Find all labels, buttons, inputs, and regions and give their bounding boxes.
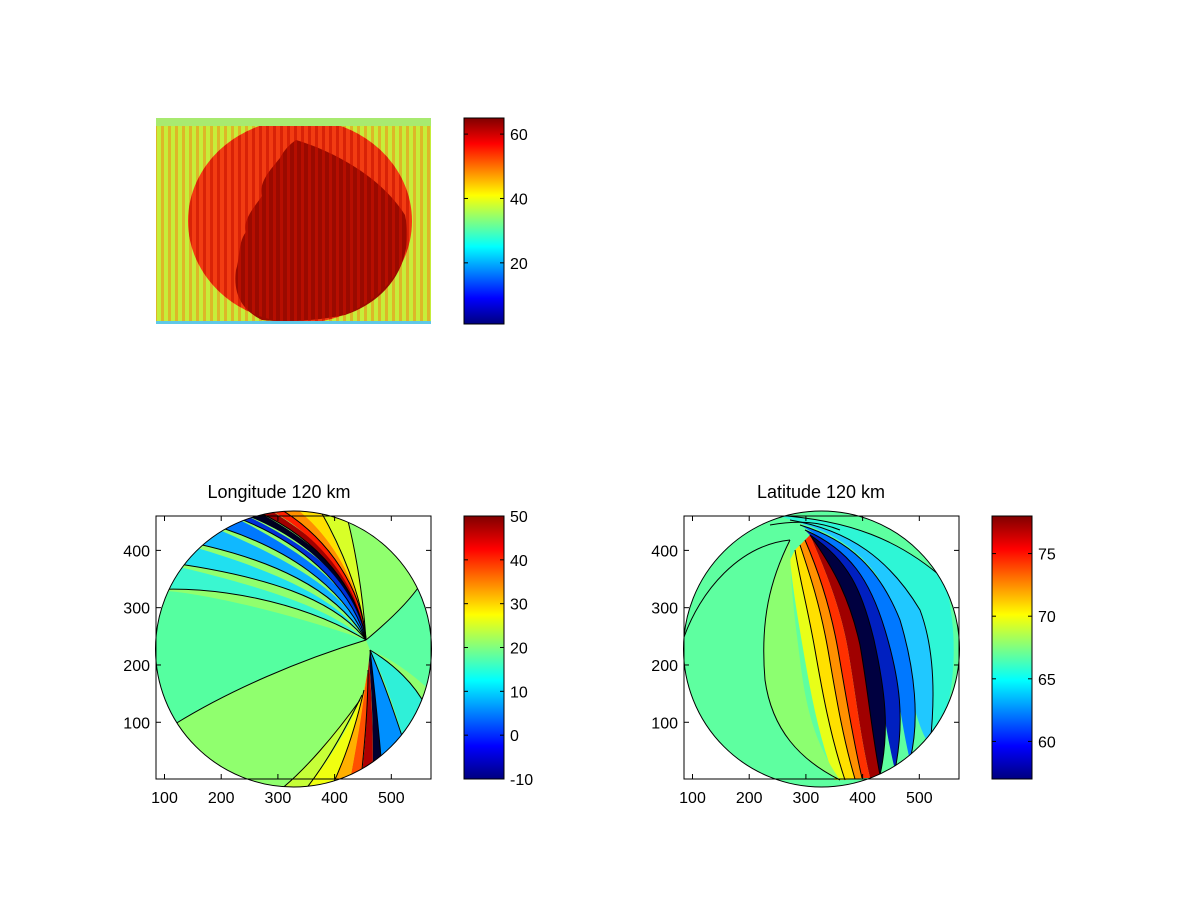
colorbar-tick-label: 75 (1038, 547, 1056, 564)
y-tick-label: 300 (651, 601, 678, 618)
longitude-field (155, 511, 432, 787)
colorbar-1 (464, 118, 504, 324)
x-tick-label: 500 (378, 790, 405, 807)
lat-ridge-4 (795, 545, 855, 780)
lat-band-outer-right (775, 515, 954, 745)
image-bottom-row (156, 321, 431, 324)
image-top-row (156, 118, 431, 126)
lat-band-cool-3 (805, 530, 901, 770)
lon-band-1 (155, 560, 366, 640)
lon-band-2 (155, 535, 366, 640)
longitude-title: Longitude 120 km (207, 482, 350, 502)
y-tick-label: 400 (123, 543, 150, 560)
colorbar-tick-label: 20 (510, 641, 528, 658)
x-tick-label: 200 (736, 790, 763, 807)
colorbar-3-ticks: 60 65 70 75 (992, 547, 1056, 751)
x-tick-label: 200 (208, 790, 235, 807)
lat-axes-box (683, 515, 960, 780)
x-tick-label: 400 (849, 790, 876, 807)
colorbar-tick-label: 0 (510, 728, 519, 745)
colorbar-tick-label: -10 (510, 772, 533, 789)
y-tick-label: 100 (651, 715, 678, 732)
colorbar-1-ticks: 20 40 60 (464, 127, 528, 273)
image-disk-stripes (188, 119, 412, 323)
y-tick-label: 100 (123, 715, 150, 732)
x-tick-label: 300 (265, 790, 292, 807)
lon-band-low-1 (360, 660, 373, 787)
lat-ridge-2 (805, 535, 870, 778)
x-tick-label: 400 (321, 790, 348, 807)
lon-region-left (155, 590, 366, 724)
y-tick-label: 300 (123, 601, 150, 618)
lon-band-low-2 (348, 670, 368, 787)
lat-ridge-3 (800, 540, 862, 779)
lat-band-cool-1 (790, 520, 933, 745)
colorbar-3 (992, 516, 1032, 779)
x-tick-label: 100 (679, 790, 706, 807)
colorbar-tick-label: 70 (1038, 609, 1056, 626)
colorbar-tick-label: 65 (1038, 672, 1056, 689)
lon-band-warm-4 (298, 511, 366, 640)
lon-axes-box (155, 515, 432, 780)
lat-axis-ticks: 100 200 300 400 500 100 200 300 400 (651, 516, 959, 807)
colorbar-tick-label: 60 (510, 127, 528, 144)
image-panel: 20 40 60 (156, 117, 528, 325)
colorbar-tick-label: 60 (1038, 734, 1056, 751)
lon-band-r-min (369, 650, 384, 787)
lon-axis-ticks: 100 200 300 400 500 100 200 300 400 (123, 516, 431, 807)
x-tick-label: 500 (906, 790, 933, 807)
colorbar-tick-label: 40 (510, 191, 528, 208)
x-tick-label: 300 (793, 790, 820, 807)
lon-band-low-3 (330, 680, 366, 787)
latitude-panel: Latitude 120 km (651, 482, 1056, 807)
lat-ridge-max (810, 535, 880, 778)
colorbar-tick-label: 50 (510, 509, 528, 526)
x-tick-label: 100 (151, 790, 178, 807)
y-tick-label: 200 (651, 658, 678, 675)
colorbar-2-ticks: -10 0 10 20 30 40 50 (464, 509, 533, 789)
colorbar-tick-label: 30 (510, 597, 528, 614)
colorbar-2 (464, 516, 504, 779)
y-tick-label: 400 (651, 543, 678, 560)
lat-band-min (810, 535, 886, 775)
lon-band-warm-5 (320, 511, 366, 640)
colorbar-tick-label: 10 (510, 684, 528, 701)
longitude-panel: Longitude 120 km (123, 482, 533, 807)
lon-region-right (366, 585, 432, 700)
latitude-title: Latitude 120 km (757, 482, 885, 502)
colorbar-tick-label: 40 (510, 553, 528, 570)
lat-inner-band (763, 540, 840, 780)
y-tick-label: 200 (123, 658, 150, 675)
latitude-field (683, 511, 960, 787)
lon-band-low-4 (305, 690, 364, 787)
image-heatmap (156, 118, 431, 324)
colorbar-tick-label: 20 (510, 256, 528, 273)
